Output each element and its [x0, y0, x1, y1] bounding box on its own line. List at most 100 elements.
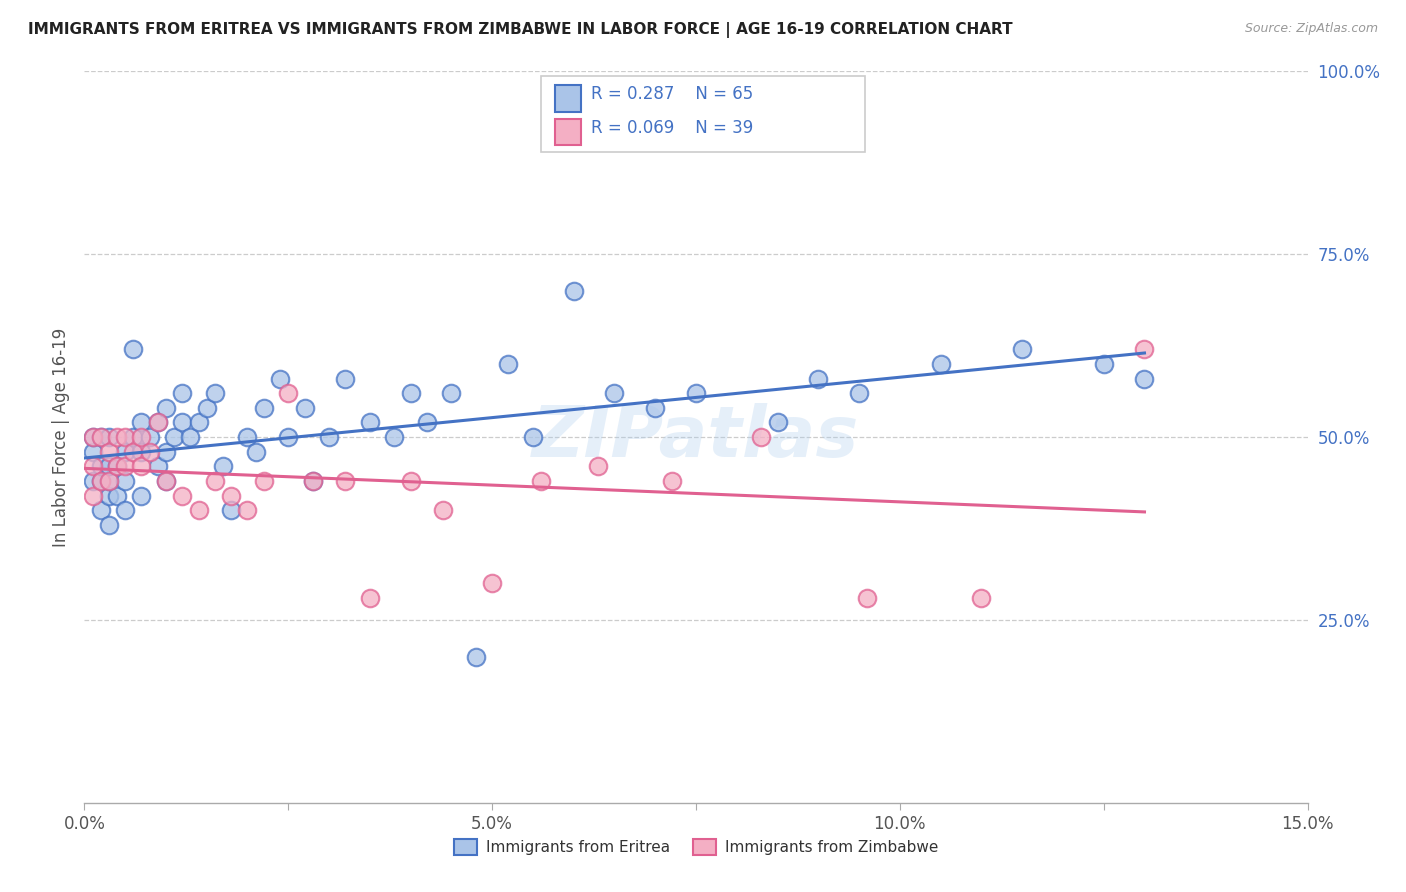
Point — [90, 430, 112, 444]
Point — [562, 284, 585, 298]
Point — [277, 386, 299, 401]
Point — [105, 430, 128, 444]
Point — [114, 444, 136, 458]
Point — [131, 430, 153, 444]
Point — [204, 474, 226, 488]
Point — [766, 416, 789, 430]
Point — [122, 430, 145, 444]
Point — [749, 430, 772, 444]
Point — [187, 416, 209, 430]
Point — [131, 444, 153, 458]
Point — [155, 474, 177, 488]
Point — [586, 459, 609, 474]
Point — [848, 386, 870, 401]
Point — [1133, 343, 1156, 357]
Point — [301, 474, 323, 488]
Point — [90, 474, 112, 488]
Point — [464, 649, 486, 664]
Point — [114, 474, 136, 488]
Point — [163, 430, 186, 444]
Point — [105, 489, 128, 503]
Point — [114, 503, 136, 517]
Point — [416, 416, 439, 430]
Point — [661, 474, 683, 488]
Point — [105, 459, 128, 474]
Point — [245, 444, 267, 458]
Point — [335, 474, 357, 488]
Point — [685, 386, 707, 401]
Point — [97, 517, 120, 532]
Point — [382, 430, 405, 444]
Point — [498, 357, 520, 371]
Point — [807, 371, 830, 385]
Point — [90, 459, 112, 474]
Point — [236, 430, 259, 444]
Point — [359, 591, 381, 605]
Point — [219, 503, 242, 517]
Point — [530, 474, 553, 488]
Point — [82, 430, 104, 444]
Point — [1092, 357, 1115, 371]
Point — [187, 503, 209, 517]
Point — [236, 503, 259, 517]
Point — [155, 474, 177, 488]
Text: Source: ZipAtlas.com: Source: ZipAtlas.com — [1244, 22, 1378, 36]
Point — [318, 430, 340, 444]
Point — [301, 474, 323, 488]
Point — [82, 489, 104, 503]
Point — [172, 489, 194, 503]
Point — [644, 401, 666, 415]
Point — [603, 386, 626, 401]
Point — [195, 401, 218, 415]
Point — [269, 371, 291, 385]
Point — [970, 591, 993, 605]
Point — [481, 576, 503, 591]
Point — [97, 474, 120, 488]
Point — [172, 416, 194, 430]
Point — [294, 401, 316, 415]
Point — [97, 474, 120, 488]
Point — [146, 459, 169, 474]
Point — [359, 416, 381, 430]
Point — [90, 503, 112, 517]
Point — [114, 430, 136, 444]
Point — [212, 459, 235, 474]
Legend: Immigrants from Eritrea, Immigrants from Zimbabwe: Immigrants from Eritrea, Immigrants from… — [447, 833, 945, 861]
Point — [82, 474, 104, 488]
Point — [219, 489, 242, 503]
Point — [131, 489, 153, 503]
Point — [277, 430, 299, 444]
Point — [82, 459, 104, 474]
Point — [399, 474, 422, 488]
Point — [90, 430, 112, 444]
Point — [90, 474, 112, 488]
Point — [1133, 371, 1156, 385]
Text: R = 0.069    N = 39: R = 0.069 N = 39 — [591, 119, 752, 136]
Text: R = 0.287    N = 65: R = 0.287 N = 65 — [591, 85, 752, 103]
Point — [131, 459, 153, 474]
Point — [155, 401, 177, 415]
Point — [399, 386, 422, 401]
Point — [146, 416, 169, 430]
Point — [97, 489, 120, 503]
Point — [929, 357, 952, 371]
Point — [204, 386, 226, 401]
Point — [131, 416, 153, 430]
Point — [97, 459, 120, 474]
Point — [440, 386, 463, 401]
Point — [335, 371, 357, 385]
Point — [856, 591, 879, 605]
Point — [82, 430, 104, 444]
Point — [105, 459, 128, 474]
Point — [97, 430, 120, 444]
Point — [138, 430, 160, 444]
Point — [122, 343, 145, 357]
Point — [82, 444, 104, 458]
Point — [114, 459, 136, 474]
Point — [138, 444, 160, 458]
Point — [179, 430, 201, 444]
Point — [522, 430, 544, 444]
Point — [172, 386, 194, 401]
Point — [253, 474, 276, 488]
Text: ZIPatlas: ZIPatlas — [533, 402, 859, 472]
